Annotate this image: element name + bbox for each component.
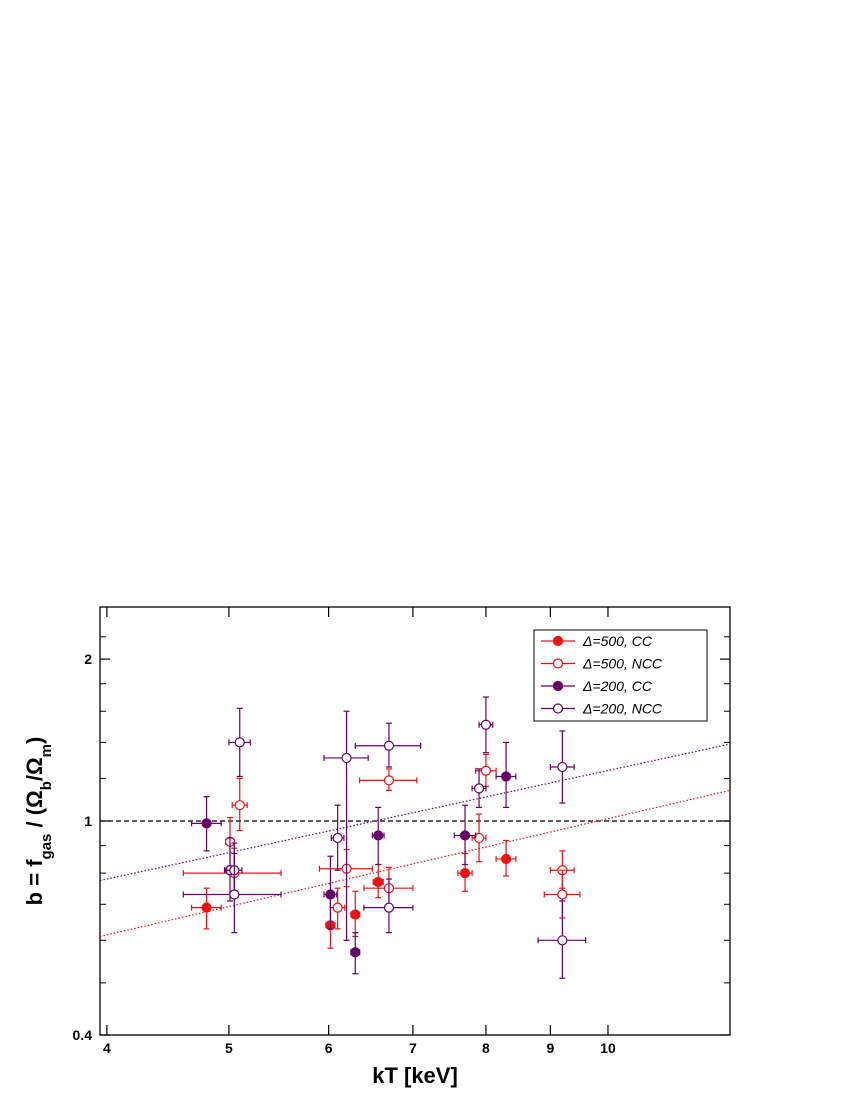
legend-entry: Δ=500, NCC xyxy=(541,656,663,672)
data-point xyxy=(495,741,517,808)
data-point xyxy=(323,710,369,941)
legend-marker xyxy=(552,658,564,669)
data-point xyxy=(453,804,477,866)
legend-marker xyxy=(552,703,564,714)
x-tick-label: 9 xyxy=(546,1040,554,1056)
data-marker xyxy=(332,902,343,913)
data-marker xyxy=(341,752,352,764)
data-point xyxy=(363,878,414,934)
legend-box xyxy=(533,629,708,722)
data-marker xyxy=(332,832,343,844)
data-point xyxy=(372,863,384,899)
data-point xyxy=(323,855,338,930)
data-point xyxy=(318,848,373,888)
legend-entry: Δ=200, NCC xyxy=(541,701,663,717)
y-label-mid-1: / (Ω xyxy=(22,790,47,833)
data-point xyxy=(182,852,282,934)
legend-label: Δ=200, CC xyxy=(582,678,653,694)
y-label-sub-m: m xyxy=(38,744,55,757)
data-marker xyxy=(350,909,361,920)
data-marker xyxy=(459,868,471,879)
y-label-sub-b: b xyxy=(38,781,55,790)
data-marker xyxy=(373,830,384,841)
y-label-end: ) xyxy=(22,737,47,744)
points-layer xyxy=(182,696,587,979)
data-marker xyxy=(383,740,395,751)
data-point xyxy=(350,890,361,938)
data-marker xyxy=(383,775,395,786)
data-marker xyxy=(229,889,240,900)
data-point xyxy=(354,722,422,768)
data-marker xyxy=(234,800,245,811)
data-point xyxy=(471,813,487,863)
data-marker xyxy=(325,889,336,900)
data-point xyxy=(474,753,497,787)
data-marker xyxy=(234,737,245,748)
data-marker xyxy=(557,889,568,900)
y-label-mid-2: /Ω xyxy=(22,757,47,781)
data-point xyxy=(478,696,494,754)
legend-entry: Δ=200, CC xyxy=(541,678,653,694)
data-marker xyxy=(473,783,485,794)
legend-entry: Δ=500, CC xyxy=(541,633,653,649)
data-marker xyxy=(557,761,568,773)
legend: Δ=500, CC Δ=500, NCC Δ=200, CC Δ=200, NCC xyxy=(533,629,708,722)
data-point xyxy=(537,900,587,979)
data-marker xyxy=(480,719,492,730)
data-marker xyxy=(373,876,384,888)
x-tick-label: 4 xyxy=(103,1040,111,1056)
x-tick-label: 5 xyxy=(225,1040,233,1056)
data-point xyxy=(228,707,251,778)
legend-label: Δ=500, NCC xyxy=(582,656,663,672)
data-marker xyxy=(473,832,485,844)
legend-label: Δ=200, NCC xyxy=(582,701,663,717)
data-point xyxy=(471,768,487,808)
x-tick-label: 8 xyxy=(482,1040,490,1056)
x-tick-label: 10 xyxy=(600,1040,616,1056)
legend-marker xyxy=(552,680,564,692)
fit-line xyxy=(100,743,730,882)
y-tick-label: 2 xyxy=(84,651,92,667)
data-point xyxy=(359,768,418,791)
data-point xyxy=(495,839,517,877)
x-tick-label: 6 xyxy=(325,1040,333,1056)
data-marker xyxy=(383,902,395,913)
data-marker xyxy=(480,765,492,776)
data-marker xyxy=(350,947,361,958)
data-point xyxy=(231,777,248,832)
data-point xyxy=(371,806,385,866)
fit-line xyxy=(100,789,730,938)
x-tick-label: 7 xyxy=(409,1040,417,1056)
y-label-main: b = f xyxy=(22,859,47,906)
data-point xyxy=(549,730,575,804)
data-marker xyxy=(201,902,212,913)
data-marker xyxy=(201,818,212,829)
x-axis-label: kT [keV] xyxy=(372,1063,458,1088)
data-point xyxy=(190,796,222,852)
legend-label: Δ=500, CC xyxy=(582,633,653,649)
legend-marker xyxy=(552,635,564,647)
data-marker xyxy=(459,830,471,841)
data-marker xyxy=(500,853,512,865)
y-axis-label: b = fgas / (Ωb/Ωm) xyxy=(22,737,55,906)
y-tick-label: 1 xyxy=(84,813,92,829)
data-point xyxy=(330,804,345,871)
data-marker xyxy=(557,935,568,946)
y-tick-label: 0.4 xyxy=(73,1027,93,1043)
y-label-sub-gas: gas xyxy=(38,834,55,860)
data-point xyxy=(350,932,361,975)
data-marker xyxy=(500,771,512,782)
